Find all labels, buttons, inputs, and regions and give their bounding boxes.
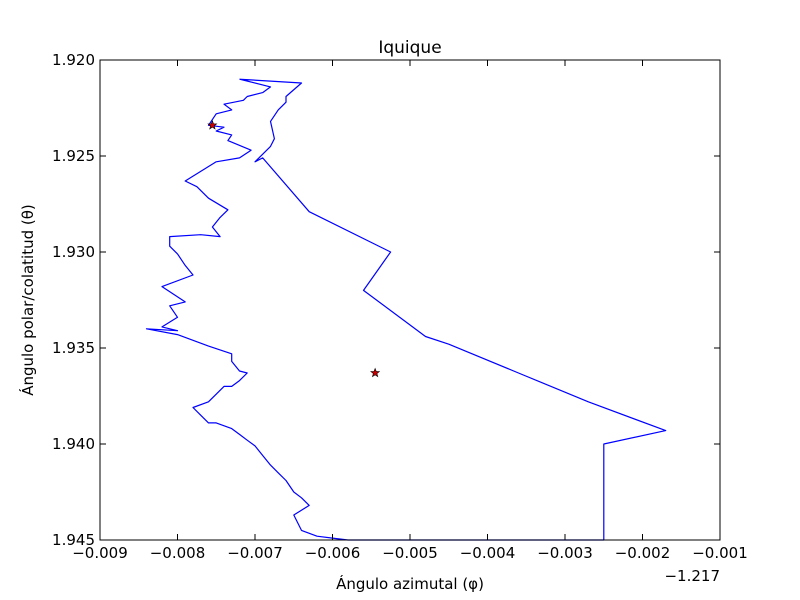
axes-frame	[99, 59, 721, 541]
y-tick-label: 1.935	[52, 339, 95, 357]
marker-epicenter	[370, 367, 381, 378]
y-tick-label: 1.930	[52, 243, 95, 261]
x-tick-label: −0.001	[692, 544, 748, 562]
y-tick-label: 1.925	[52, 147, 95, 165]
x-tick-label: −0.002	[615, 544, 671, 562]
x-tick-label: −0.004	[460, 544, 516, 562]
y-axis-label: Ángulo polar/colatitud (θ)	[18, 204, 37, 396]
series-line-boundary	[145, 78, 667, 541]
x-tick-label: −0.006	[305, 544, 361, 562]
y-tick-label: 1.945	[52, 531, 95, 549]
marker-start-point	[207, 119, 218, 130]
y-tick-label: 1.940	[52, 435, 95, 453]
x-tick-label: −0.007	[227, 544, 283, 562]
x-tick-label: −0.003	[537, 544, 593, 562]
chart-title: Iquique	[378, 38, 441, 58]
x-tick-label: −0.008	[150, 544, 206, 562]
y-tick-label: 1.920	[52, 51, 95, 69]
x-tick-label: −0.009	[72, 544, 128, 562]
x-offset-label: −1.217	[664, 567, 720, 585]
data-layer	[145, 78, 667, 541]
plot-area	[100, 60, 720, 540]
x-tick-label: −0.005	[382, 544, 438, 562]
tick-layer: −0.009 −0.008 −0.007 −0.006 −0.005 −0.004 −0.0…	[52, 51, 748, 562]
x-axis-label: Ángulo azimutal (φ)	[336, 574, 484, 593]
